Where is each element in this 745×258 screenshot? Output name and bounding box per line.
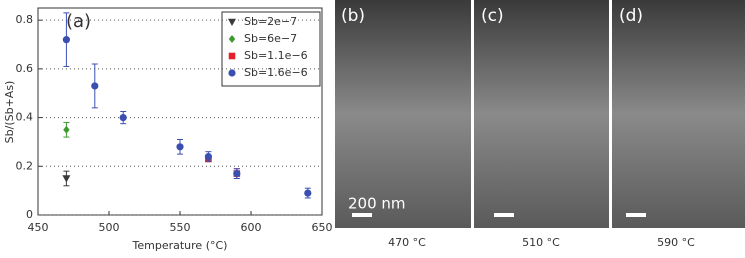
x-tick-label: 600 [241,221,262,234]
image-caption: 470 °C [388,236,426,249]
legend-marker [228,69,236,77]
sem-image [612,0,745,228]
marker [63,125,70,134]
y-tick-label: 0.6 [16,62,34,75]
legend-label: Sb=1.1e−6 [244,49,308,62]
scale-bar [494,213,514,217]
image-caption: 510 °C [522,236,560,249]
sem-image [474,0,609,228]
legend-marker [228,18,236,26]
x-tick-label: 650 [312,221,333,234]
legend-box [221,11,321,87]
legend-label: Sb=6e−7 [244,32,297,45]
image-caption: 590 °C [657,236,695,249]
scale-bar-label: 200 nm [348,195,406,213]
marker [119,113,127,122]
legend-marker [228,35,236,43]
sem-images: (b) (c) (d) 200 nm 470 °C 510 °C 590 °C [335,0,745,249]
y-tick-label: 0.2 [16,159,34,172]
scale-bar [352,213,372,217]
marker [233,170,241,178]
y-tick-label: 0 [26,208,33,221]
legend-marker [228,52,236,60]
x-tick-label: 550 [170,221,191,234]
marker [62,36,70,44]
marker [176,143,184,151]
image-label: (c) [481,6,504,26]
y-tick-label: 0.8 [16,13,34,26]
scale-bar [626,213,646,217]
marker [91,82,99,90]
y-tick-label: 0.4 [16,111,34,124]
marker [204,152,212,161]
marker [62,175,71,183]
sem-image [335,0,471,228]
x-tick-label: 450 [28,221,49,234]
x-tick-label: 500 [99,221,120,234]
marker [304,189,312,197]
image-label: (d) [619,6,643,26]
image-label: (b) [341,6,365,26]
y-axis-label: Sb/(Sb+As) [3,81,16,144]
panel-label: (a) [66,11,91,32]
legend-label: Sb=1.6e−6 [244,66,308,79]
legend-label: Sb=2e−7 [244,15,297,28]
x-axis-label: Temperature (°C) [132,239,228,252]
